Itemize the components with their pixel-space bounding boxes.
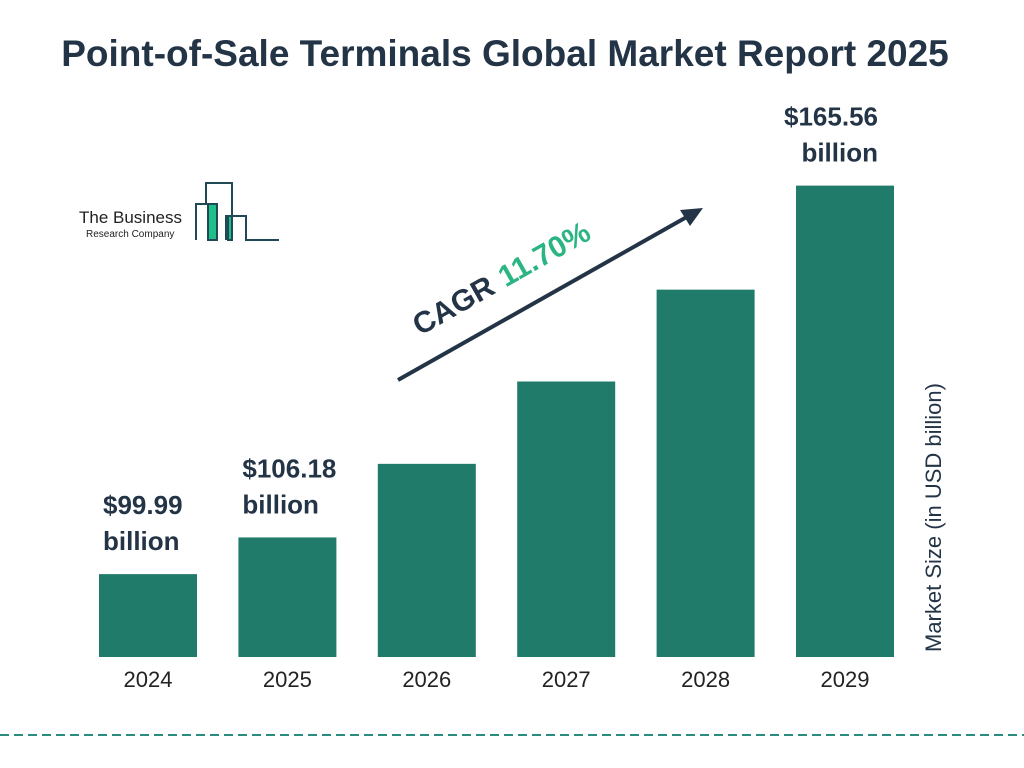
chart-title: Point-of-Sale Terminals Global Market Re…	[61, 33, 949, 74]
logo: The Business Research Company	[79, 182, 279, 241]
bar-2025	[238, 537, 337, 657]
data-label: $106.18 billion	[242, 453, 336, 519]
cagr-arrow	[397, 208, 703, 382]
x-tick-label: 2026	[402, 667, 451, 692]
data-label: $165.56 billion	[784, 102, 878, 168]
x-tick-label: 2028	[681, 667, 730, 692]
cagr-value: 11.70%	[493, 216, 596, 294]
x-tick-label: 2024	[124, 667, 173, 692]
x-tick-label: 2027	[542, 667, 591, 692]
bar-2028	[656, 289, 755, 657]
y-axis-label: Market Size (in USD billion)	[921, 383, 946, 652]
bar-2027	[517, 381, 616, 657]
bar-2029	[796, 185, 894, 657]
bar-2026	[377, 463, 476, 657]
logo-text-line1: The Business	[79, 208, 182, 227]
x-tick-label: 2025	[263, 667, 312, 692]
data-label: $99.99 billion	[103, 490, 183, 556]
logo-text-line2: Research Company	[86, 229, 174, 240]
x-tick-label: 2029	[821, 667, 870, 692]
bar-2024	[99, 574, 197, 657]
